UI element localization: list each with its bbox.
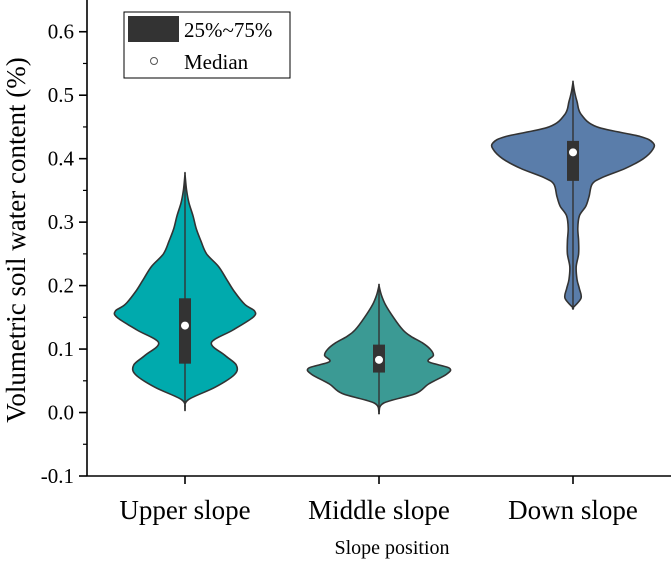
legend-median-label: Median <box>184 50 249 74</box>
iqr-box-down-slope <box>567 140 579 181</box>
legend-box-label: 25%~75% <box>184 18 272 42</box>
x-axis-title: Slope position <box>334 537 449 559</box>
y-axis-title: Volumetric soil water content (%) <box>1 57 31 422</box>
y-tick-label: 0.3 <box>48 210 74 234</box>
y-tick-label: 0.2 <box>48 274 74 298</box>
y-tick-label: -0.1 <box>41 464 74 488</box>
median-marker-middle-slope <box>375 355 383 364</box>
y-ticks: -0.1 0.0 0.1 0.2 0.3 0.4 0.5 0.6 <box>41 20 87 488</box>
x-ticks: Upper slope Middle slope Down slope <box>119 476 638 525</box>
legend: 25%~75% Median <box>123 11 291 79</box>
y-tick-label: 0.6 <box>48 20 74 44</box>
y-tick-label: 0.1 <box>48 337 74 361</box>
axes: -0.1 0.0 0.1 0.2 0.3 0.4 0.5 0.6 Upper slope Mid… <box>41 0 671 525</box>
y-tick-label: 0.5 <box>48 83 74 107</box>
x-tick-label: Upper slope <box>119 495 250 525</box>
median-marker-down-slope <box>569 148 577 157</box>
y-tick-label: 0.4 <box>48 147 75 171</box>
x-tick-label: Down slope <box>508 495 638 525</box>
legend-box-swatch <box>128 16 179 42</box>
legend-median-marker <box>150 57 158 65</box>
iqr-box-upper-slope <box>179 298 191 364</box>
violin-plot-area <box>113 80 656 415</box>
x-tick-label: Middle slope <box>308 495 450 525</box>
y-tick-label: 0.0 <box>48 401 74 425</box>
median-marker-upper-slope <box>181 321 189 330</box>
